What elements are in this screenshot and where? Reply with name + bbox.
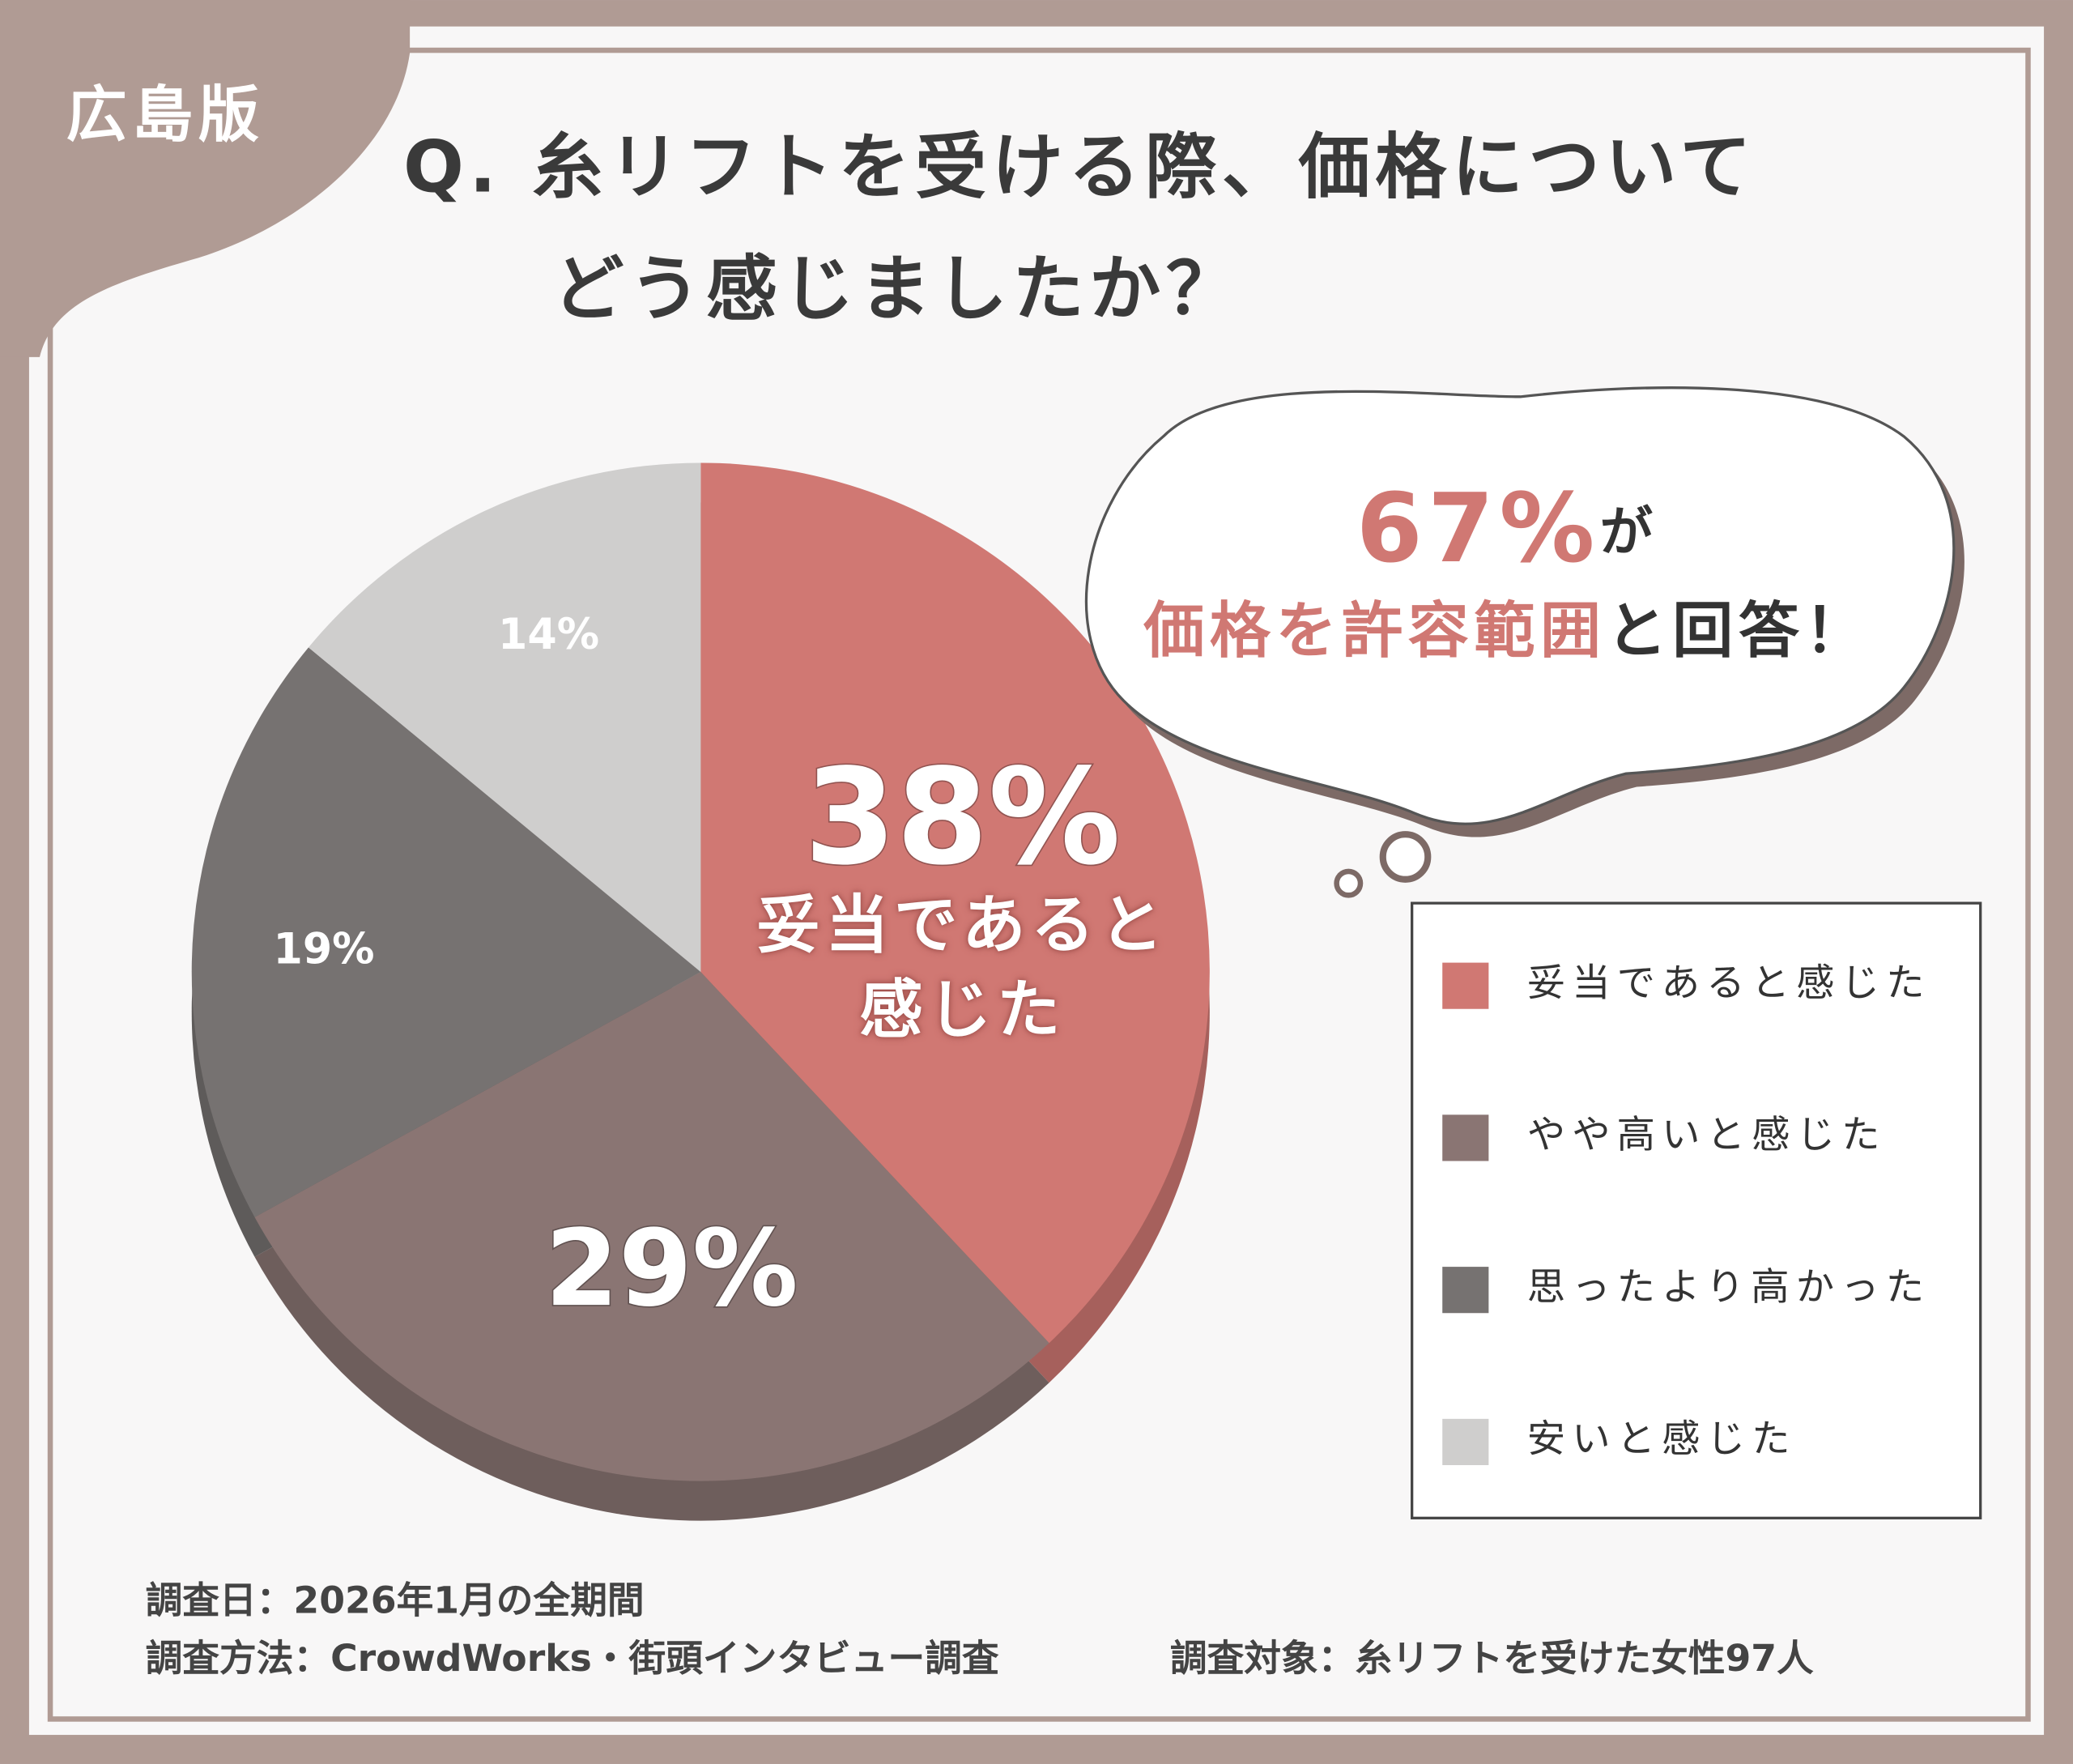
value-label: 29% (545, 1207, 798, 1330)
panel-border (47, 47, 2031, 1722)
legend-swatch (1442, 1267, 1489, 1314)
pie: 38% 29% 19% 14% 妥当であると感じた (191, 462, 1210, 1521)
legend-label: 妥当であると感じた (1527, 961, 1931, 1005)
badge: 広島版 (66, 79, 265, 150)
legend-label: やや高いと感じた (1527, 1113, 1887, 1157)
annotation-text: と回答！ (1607, 594, 1871, 666)
pie-slice (191, 647, 701, 1217)
slice-category: 妥当であると感じた (756, 888, 1168, 1048)
bubble-dot (1379, 831, 1432, 883)
legend-swatch (1442, 1114, 1489, 1161)
chart-title: Q. 糸リフトを受ける際、価格について (403, 126, 1756, 209)
slice-category-label: 妥当であると感じた (756, 888, 1168, 1048)
annotation-text: 67% (1356, 473, 1600, 584)
legend-swatch (1442, 962, 1489, 1009)
value-label: 14% (498, 611, 599, 659)
annotation-line: 価格を許容範囲と回答！ (1143, 594, 1871, 666)
annotation-text: が (1600, 501, 1658, 563)
chart-title: どう感じましたか？ (552, 247, 1242, 330)
value-label: 19% (273, 926, 374, 974)
legend (1411, 901, 1982, 1519)
bubble-dot (1334, 868, 1364, 898)
note: 調査方法：CrowdWorks・街頭インタビュー調査 (146, 1637, 999, 1680)
annotation-line: 67%が (1356, 473, 1658, 584)
legend-label: 安いと感じた (1527, 1417, 1797, 1462)
note: 調査対象：糸リフトを受けた女性97人 (1170, 1637, 1814, 1680)
value-label: 38% (804, 739, 1121, 894)
pie-slice (308, 462, 701, 973)
bubble (1084, 386, 1956, 825)
note: 調査日：2026年1月の全期間 (146, 1579, 645, 1621)
legend-swatch (1442, 1418, 1489, 1465)
legend-label: 思ったより高かった (1527, 1265, 1930, 1310)
badge-shape (0, 0, 411, 357)
pie-slice (254, 972, 1049, 1481)
annotation-text: 価格を許容範囲 (1143, 594, 1606, 666)
pie-slice (700, 462, 1210, 1344)
